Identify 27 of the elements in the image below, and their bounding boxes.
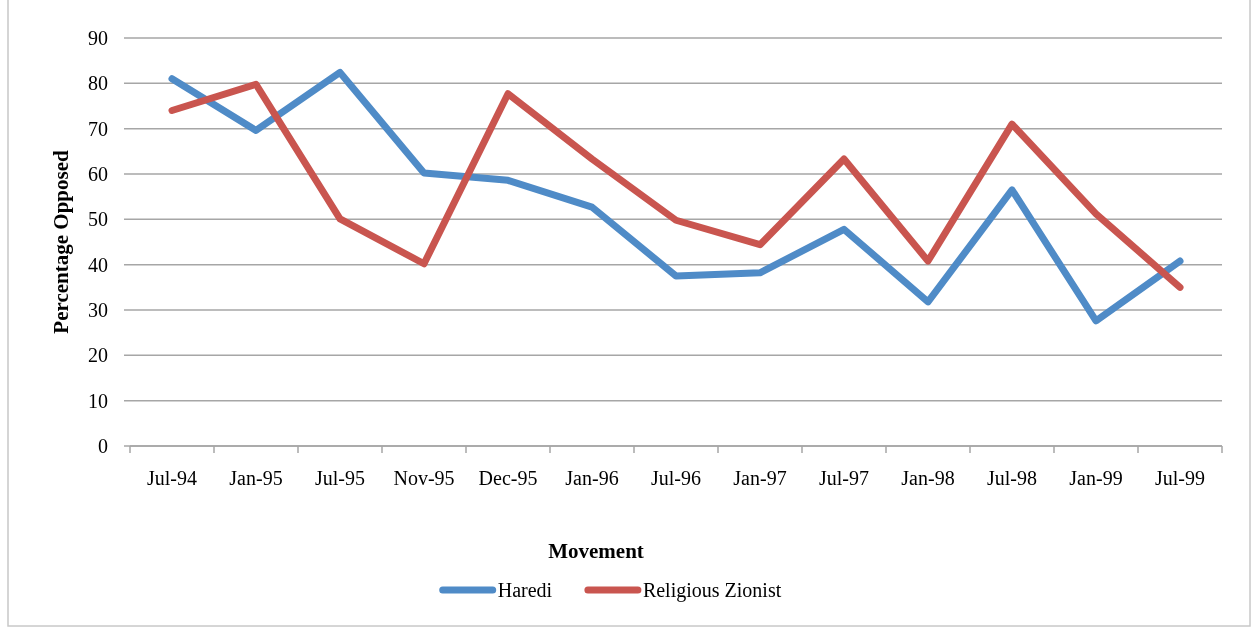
- legend-title: Movement: [548, 539, 644, 563]
- y-tick-label: 60: [88, 163, 108, 185]
- legend-label: Religious Zionist: [642, 579, 782, 602]
- y-tick-label: 10: [88, 389, 108, 412]
- x-tick-label: Nov-95: [393, 467, 455, 489]
- y-tick-label: 90: [88, 27, 108, 49]
- x-tick-label: Jul-98: [987, 467, 1037, 489]
- x-tick-label: Jan-97: [733, 467, 787, 489]
- x-tick-label: Jul-99: [1155, 467, 1205, 489]
- x-tick-label: Jul-96: [651, 467, 701, 489]
- x-tick-label: Jan-96: [565, 467, 619, 489]
- x-tick-label: Jul-97: [819, 467, 869, 489]
- y-tick-label: 80: [88, 72, 108, 95]
- legend-label: Haredi: [497, 579, 553, 601]
- y-tick-label: 70: [88, 117, 108, 140]
- x-tick-label: Jan-95: [229, 467, 283, 489]
- y-tick-label: 30: [88, 299, 108, 321]
- x-tick-label: Jan-99: [1069, 467, 1123, 489]
- x-tick-label: Dec-95: [478, 467, 538, 489]
- y-axis-title: Percentage Opposed: [49, 150, 73, 334]
- x-tick-label: Jul-95: [315, 467, 365, 489]
- x-tick-label: Jan-98: [901, 467, 955, 489]
- y-tick-label: 40: [88, 253, 108, 276]
- y-tick-label: 20: [88, 344, 108, 367]
- x-tick-label: Jul-94: [147, 467, 197, 489]
- y-tick-label: 0: [98, 435, 108, 457]
- y-tick-label: 50: [88, 208, 108, 231]
